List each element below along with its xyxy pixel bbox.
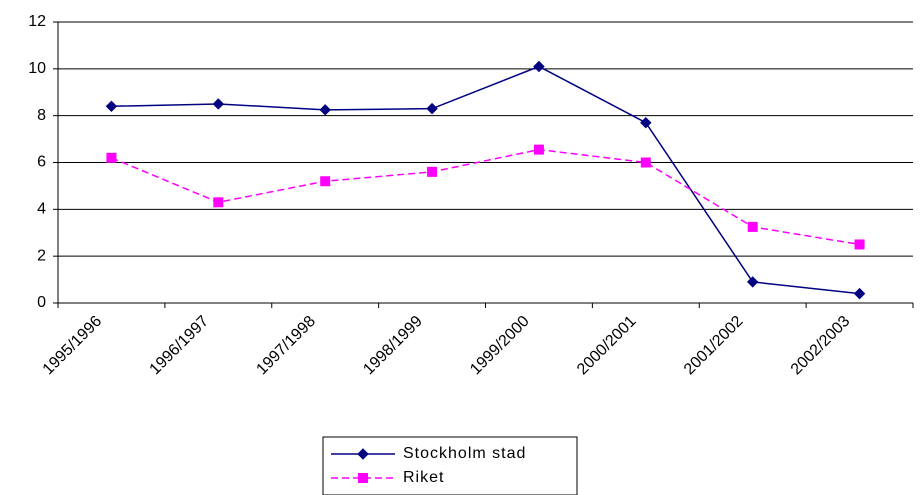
marker	[427, 166, 438, 177]
y-tick-label: 0	[37, 294, 46, 311]
marker	[746, 276, 759, 288]
series-line	[111, 65, 860, 295]
marker	[533, 60, 545, 73]
marker	[319, 104, 331, 116]
marker	[357, 448, 369, 460]
marker	[426, 102, 438, 115]
y-tick-label: 2	[37, 247, 46, 264]
x-tick-label: 1998/1999	[360, 313, 426, 379]
x-tick-label: 1995/1996	[40, 313, 106, 379]
x-tick-label: 1999/2000	[467, 313, 533, 379]
x-tick-label: 1997/1998	[253, 313, 319, 379]
legend-box	[322, 436, 578, 495]
x-tick-label: 2001/2002	[681, 313, 747, 379]
marker	[213, 197, 224, 208]
marker	[640, 157, 651, 168]
marker	[533, 144, 544, 155]
y-tick-label: 8	[37, 107, 46, 124]
marker	[640, 116, 652, 129]
marker	[358, 473, 368, 483]
marker	[853, 287, 866, 300]
x-tick-label: 2000/2001	[574, 313, 640, 379]
x-tick-label: 2002/2003	[788, 313, 854, 379]
marker	[212, 98, 225, 110]
legend-label: Riket	[403, 469, 444, 486]
y-tick-label: 10	[28, 60, 46, 77]
marker	[105, 100, 118, 113]
marker	[854, 239, 865, 250]
marker	[320, 176, 331, 187]
y-tick-label: 12	[28, 13, 46, 30]
legend-label: Stockholm stad	[403, 445, 526, 462]
y-tick-label: 4	[37, 201, 46, 218]
series-line	[111, 148, 860, 246]
marker	[106, 152, 117, 163]
x-tick-label: 1996/1997	[147, 313, 213, 379]
marker	[747, 221, 758, 232]
y-tick-label: 6	[37, 154, 46, 171]
